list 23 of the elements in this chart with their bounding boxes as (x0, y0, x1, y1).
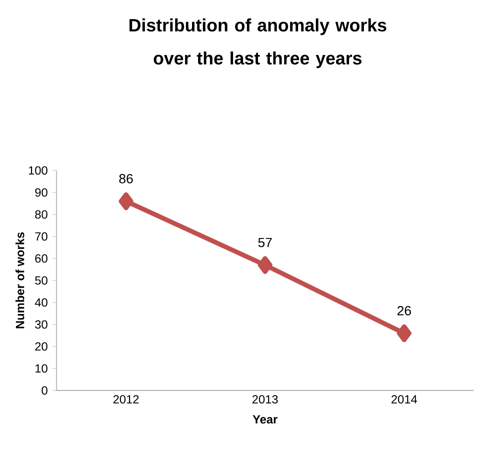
y-tick-label: 0 (42, 386, 48, 395)
x-tick-label: 2014 (392, 395, 418, 404)
y-tick-label: 40 (34, 298, 48, 307)
y-tick-label: 70 (35, 232, 48, 241)
chart-title: Distribution of anomaly works over the last three years (130, 18, 386, 68)
data-label: 26 (397, 306, 411, 316)
y-tick-label: 90 (35, 188, 48, 197)
y-tick-label: 60 (35, 254, 48, 263)
y-tick-label: 30 (35, 320, 48, 329)
point (396, 324, 412, 342)
x-axis-title: Year (252, 415, 278, 424)
y-tick-label: 100 (28, 166, 48, 175)
y-tick-label: 10 (36, 364, 48, 373)
data-label: 57 (258, 238, 272, 248)
x-tick-label: 2012 (113, 395, 139, 404)
y-tick-label: 80 (35, 210, 48, 219)
y-tick-label: 20 (35, 342, 48, 351)
point (258, 256, 272, 274)
x-tick-label: 2013 (252, 395, 278, 404)
y-axis-title: Number of works (15, 232, 24, 328)
point (118, 192, 134, 210)
y-tick-label: 50 (35, 276, 48, 285)
data-label: 86 (119, 174, 133, 184)
